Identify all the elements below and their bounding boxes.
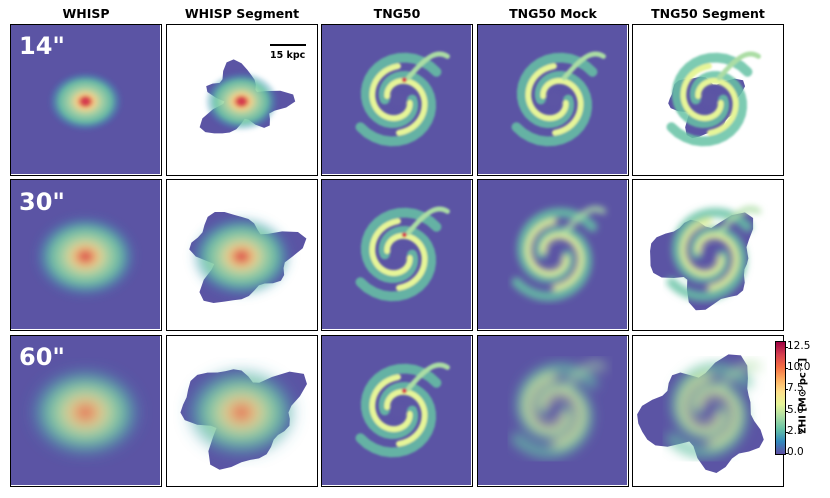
panel-tng50-mock-30	[477, 179, 629, 331]
panel-tng50-segment-14	[632, 24, 784, 176]
column-title-tng50-segment: TNG50 Segment	[651, 6, 765, 21]
galaxy-image	[167, 336, 316, 485]
column-title-tng50: TNG50	[373, 6, 421, 21]
resolution-label-60: 60"	[19, 343, 65, 371]
galaxy-image	[11, 25, 160, 174]
panel-tng50-mock-60	[477, 335, 629, 487]
panel-whisp-segment-60	[166, 335, 318, 487]
colorbar-tick-mark	[785, 347, 788, 348]
panel-tng50-30	[321, 179, 473, 331]
column-title-tng50-mock: TNG50 Mock	[509, 6, 597, 21]
panel-whisp-14	[10, 24, 162, 176]
galaxy-image	[633, 25, 782, 174]
panel-whisp-segment-14	[166, 24, 318, 176]
galaxy-image	[478, 180, 627, 329]
colorbar-tick-mark	[785, 410, 788, 412]
colorbar-tick-label: 10.0	[787, 361, 811, 374]
column-title-whisp-segment: WHISP Segment	[184, 6, 300, 21]
galaxy-image	[11, 180, 160, 329]
panel-tng50-segment-60	[632, 335, 784, 487]
panel-tng50-mock-14	[477, 24, 629, 176]
colorbar-label: ΣHI [M⊙ pc⁻²]	[797, 357, 809, 435]
colorbar-tick-mark	[785, 368, 788, 370]
colorbar-tick-mark	[785, 431, 788, 433]
resolution-label-30: 30"	[19, 188, 65, 216]
colorbar-tick-mark	[785, 453, 788, 454]
galaxy-image	[322, 336, 471, 485]
panel-tng50-14	[321, 24, 473, 176]
galaxy-image	[167, 180, 316, 329]
panel-whisp-60	[10, 335, 162, 487]
galaxy-image	[633, 180, 782, 329]
colorbar-tick-mark	[785, 389, 788, 391]
galaxy-image	[478, 25, 627, 174]
galaxy-image	[11, 336, 160, 485]
colorbar-tick-label: 0.0	[787, 446, 804, 458]
resolution-label-14: 14"	[19, 32, 65, 60]
colorbar-tick-label: 7.5	[787, 382, 804, 395]
panel-whisp-30	[10, 179, 162, 331]
panel-tng50-segment-30	[632, 179, 784, 331]
galaxy-image	[478, 336, 627, 485]
galaxy-image	[322, 180, 471, 329]
scale-bar-line	[270, 44, 306, 46]
galaxy-image	[633, 336, 782, 485]
column-title-whisp: WHISP	[62, 6, 110, 21]
colorbar-tick-label: 5.0	[787, 403, 804, 416]
galaxy-image	[322, 25, 471, 174]
panel-tng50-60	[321, 335, 473, 487]
galaxy-image	[167, 25, 316, 174]
colorbar-tick-label: 2.5	[787, 424, 804, 437]
panel-whisp-segment-30	[166, 179, 318, 331]
colorbar	[775, 341, 786, 455]
scale-bar-label: 15 kpc	[270, 50, 306, 61]
colorbar-tick-label: 12.5	[787, 340, 811, 352]
